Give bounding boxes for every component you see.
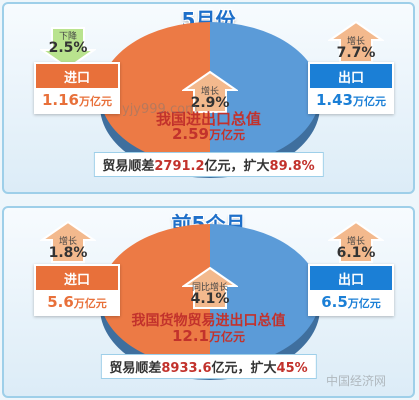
trade-balance: 贸易顺差2791.2亿元，扩大89.8% <box>93 152 324 177</box>
export-box: 出口 6.5万亿元 <box>308 264 394 316</box>
export-value: 1.43万亿元 <box>315 91 386 109</box>
change-label: 下降 <box>58 32 77 42</box>
change-label: 增长 <box>58 237 77 247</box>
total-title: 我国货物贸易进出口总值 <box>131 313 286 329</box>
import-value: 1.16万亿元 <box>41 91 112 109</box>
pie-chart <box>100 224 320 380</box>
change-label: 同比增长 <box>191 283 228 293</box>
import-slice <box>100 224 210 368</box>
up-arrow-icon <box>328 220 384 263</box>
change-value: 2.5% <box>48 40 88 56</box>
site-logo: 中国经济网 <box>326 374 387 388</box>
total-change-arrow: 增长 2.9% <box>182 70 238 114</box>
import-value: 5.6万亿元 <box>47 293 107 311</box>
change-value: 4.1% <box>190 291 230 307</box>
import-change-arrow: 增长 1.8% <box>40 220 96 264</box>
change-label: 增长 <box>346 237 365 247</box>
trade-balance: 贸易顺差8933.6亿元，扩大45% <box>100 354 317 379</box>
change-value: 7.7% <box>336 45 376 61</box>
up-arrow-icon <box>182 70 238 113</box>
export-box: 出口 1.43万亿元 <box>308 62 394 114</box>
export-label: 出口 <box>310 64 392 88</box>
down-arrow-icon <box>40 27 96 70</box>
import-box: 进口 5.6万亿元 <box>34 264 120 316</box>
export-label: 出口 <box>310 266 392 290</box>
total-change-arrow: 同比增长 4.1% <box>182 266 238 310</box>
panel-may: 5月份 下降 2.5% 增长 7.7% 增长 2.9% 进口 1.16万亿元 出… <box>2 2 415 194</box>
export-change-arrow: 增长 7.7% <box>328 20 384 64</box>
export-change-arrow: 增长 6.1% <box>328 220 384 264</box>
watermark: yjy999.com <box>122 102 198 117</box>
change-value: 2.9% <box>190 95 230 111</box>
panel-first-five-months: 前5个月 增长 1.8% 增长 6.1% 同比增长 4.1% 进口 5.6万亿元… <box>2 206 415 398</box>
import-change-arrow: 下降 2.5% <box>40 26 96 70</box>
import-slice <box>100 22 210 166</box>
change-value: 6.1% <box>336 245 376 261</box>
import-label: 进口 <box>36 266 118 290</box>
export-slice <box>210 224 320 368</box>
up-arrow-icon <box>40 220 96 263</box>
import-box: 进口 1.16万亿元 <box>34 62 120 114</box>
change-label: 增长 <box>346 37 365 47</box>
total-value: 2.59万亿元 <box>171 125 246 143</box>
change-label: 增长 <box>200 87 219 97</box>
change-value: 1.8% <box>48 245 88 261</box>
import-label: 进口 <box>36 64 118 88</box>
up-arrow-icon <box>182 266 238 309</box>
export-slice <box>210 22 320 166</box>
export-value: 6.5万亿元 <box>321 293 381 311</box>
total-value: 12.1万亿元 <box>171 327 246 345</box>
total-title: 我国进出口总值 <box>155 110 261 128</box>
